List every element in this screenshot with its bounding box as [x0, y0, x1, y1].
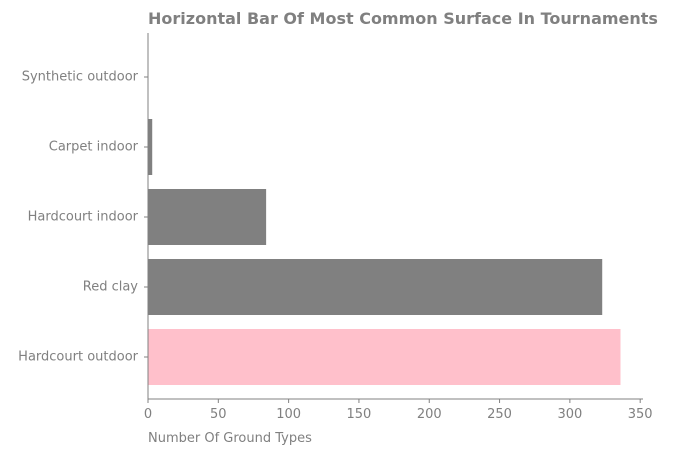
y-tick-label: Hardcourt indoor [28, 210, 139, 225]
x-tick-label: 100 [276, 407, 301, 422]
x-tick-label: 50 [210, 407, 227, 422]
bar-hardcourt-indoor [148, 189, 267, 245]
x-tick-label: 350 [628, 407, 653, 422]
y-tick-label: Red clay [83, 280, 139, 295]
x-tick-label: 200 [417, 407, 442, 422]
bars-layer [148, 119, 621, 385]
x-tick-label: 300 [557, 407, 582, 422]
chart-title: Horizontal Bar Of Most Common Surface In… [148, 9, 658, 28]
bar-hardcourt-outdoor [148, 329, 621, 385]
x-tick-label: 150 [347, 407, 372, 422]
x-axis-label: Number Of Ground Types [148, 431, 312, 446]
x-ticks-layer: 0 50 100 150 200 250 300 350 [144, 399, 653, 422]
x-tick-label: 0 [144, 407, 152, 422]
y-tick-label: Hardcourt outdoor [18, 350, 138, 365]
y-tick-label: Carpet indoor [49, 140, 139, 155]
x-tick-label: 250 [487, 407, 512, 422]
bar-red-clay [148, 259, 603, 315]
bar-carpet-indoor [148, 119, 153, 175]
y-ticks-layer: Hardcourt outdoor Red clay Hardcourt indoo… [18, 70, 148, 365]
y-tick-label: Synthetic outdoor [22, 70, 139, 85]
